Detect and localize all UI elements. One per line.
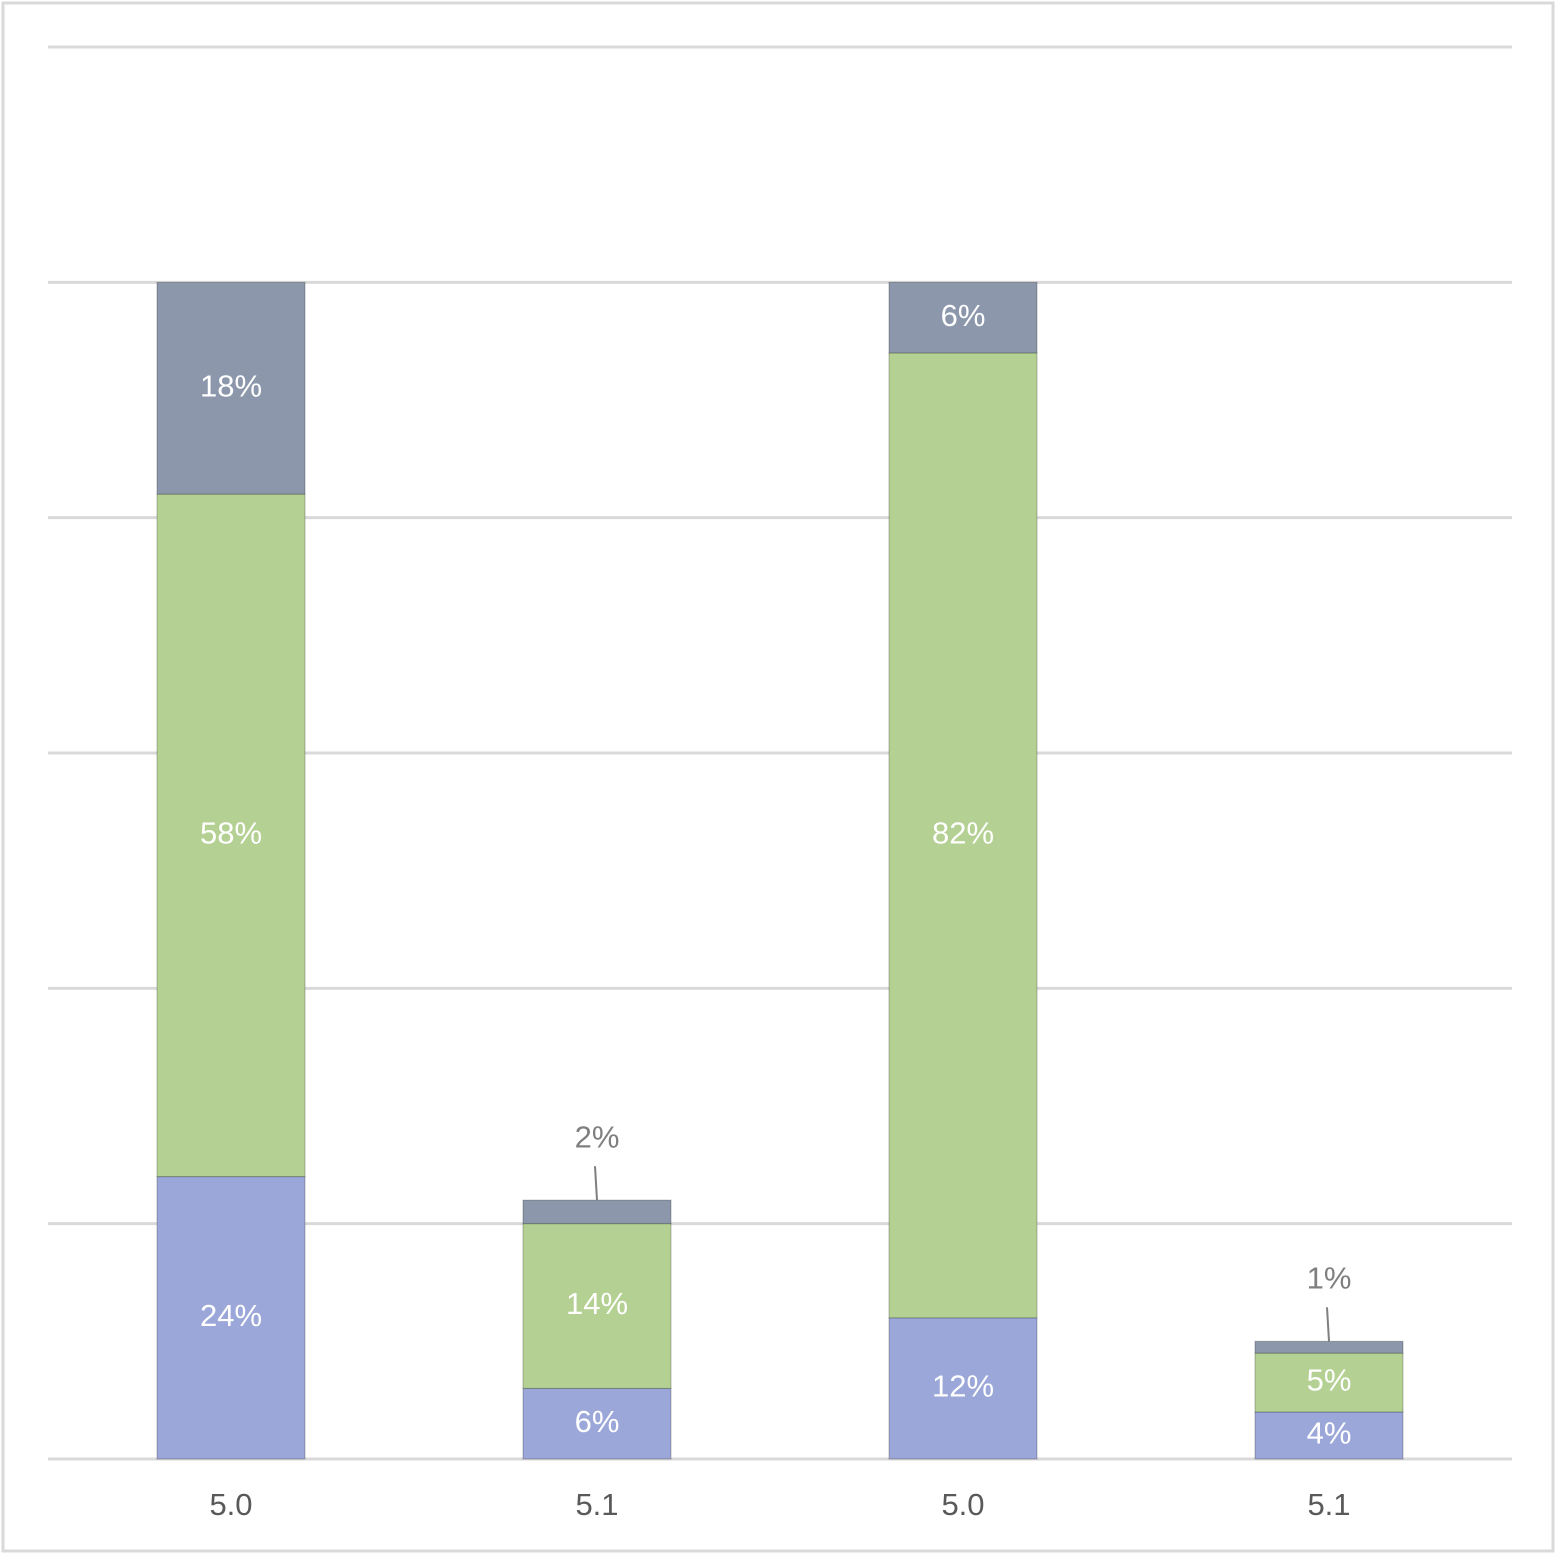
bar-segment xyxy=(888,352,1038,1319)
x-tick-label: 5.0 xyxy=(941,1487,984,1522)
data-label: 5% xyxy=(1307,1363,1352,1398)
data-label: 18% xyxy=(200,368,262,403)
data-label: 6% xyxy=(575,1404,620,1439)
data-label: 24% xyxy=(200,1298,262,1333)
x-tick-label: 5.1 xyxy=(1307,1487,1350,1522)
data-label: 58% xyxy=(200,816,262,851)
x-tick-label: 5.0 xyxy=(209,1487,252,1522)
data-label: 82% xyxy=(932,816,994,851)
data-label: 2% xyxy=(575,1119,620,1154)
x-tick-label: 5.1 xyxy=(575,1487,618,1522)
data-label: 4% xyxy=(1307,1416,1352,1451)
bar-segment xyxy=(156,1176,306,1460)
bar-segment xyxy=(1254,1340,1404,1354)
bar-segment xyxy=(888,281,1038,354)
bar-segment xyxy=(156,493,306,1178)
bar-segment xyxy=(156,281,306,495)
bar-segment xyxy=(1254,1411,1404,1460)
data-label: 1% xyxy=(1307,1261,1352,1296)
bar-segment xyxy=(1254,1352,1404,1413)
leader-line xyxy=(1326,1307,1330,1342)
data-label: 14% xyxy=(566,1286,628,1321)
data-label: 6% xyxy=(941,298,986,333)
data-label: 12% xyxy=(932,1369,994,1404)
bar-segment xyxy=(522,1199,672,1225)
leader-line xyxy=(594,1166,598,1201)
bar-segment xyxy=(522,1387,672,1460)
bar-segment xyxy=(522,1223,672,1389)
bar-segment xyxy=(888,1317,1038,1460)
